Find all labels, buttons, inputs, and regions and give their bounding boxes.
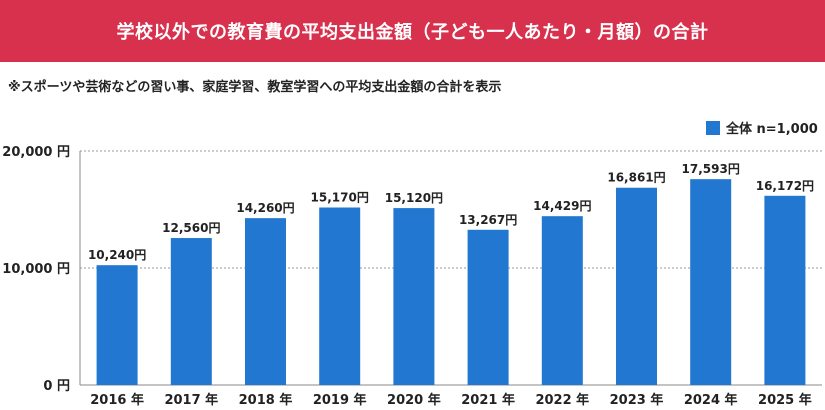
x-tick-label: 2022 年 [535,392,589,408]
bar [393,208,435,385]
data-label: 16,172円 [756,179,814,193]
x-tick-label: 2019 年 [313,392,367,408]
y-tick-label: 10,000 円 [2,262,70,277]
x-tick-label: 2016 年 [90,392,144,408]
x-tick-label: 2025 年 [758,392,812,408]
data-label: 17,593円 [682,162,740,176]
legend: 全体 n=1,000 [706,118,818,137]
data-label: 13,267円 [459,213,517,227]
bar [319,207,361,385]
bar [467,229,509,385]
y-tick-label: 20,000 円 [2,145,70,160]
bar [541,216,583,385]
data-label: 14,260円 [236,201,294,215]
x-tick-label: 2020 年 [387,392,441,408]
legend-label: 全体 n=1,000 [726,122,818,137]
bar [764,195,806,385]
x-tick-label: 2024 年 [684,392,738,408]
data-label: 16,861円 [607,171,665,185]
bar [170,238,212,385]
chart-title-banner: 学校以外での教育費の平均支出金額（子ども一人あたり・月額）の合計 [0,0,825,62]
y-tick-label: 0 円 [43,379,70,394]
data-label: 12,560円 [162,221,220,235]
x-tick-label: 2021 年 [461,392,515,408]
bar [690,179,732,385]
data-label: 10,240円 [88,248,146,262]
legend-swatch [706,120,720,135]
bar [616,187,657,385]
chart-title: 学校以外での教育費の平均支出金額（子ども一人あたり・月額）の合計 [116,22,709,43]
data-label: 14,429円 [533,199,591,213]
x-tick-label: 2018 年 [239,392,293,408]
data-label: 15,120円 [385,191,443,205]
bar [96,265,138,385]
x-tick-label: 2023 年 [610,392,664,408]
bar [245,218,286,385]
data-label: 15,170円 [311,191,369,205]
chart-note: ※スポーツや芸術などの習い事、家庭学習、教室学習への平均支出金額の合計を表示 [8,80,502,95]
x-tick-label: 2017 年 [164,392,218,408]
